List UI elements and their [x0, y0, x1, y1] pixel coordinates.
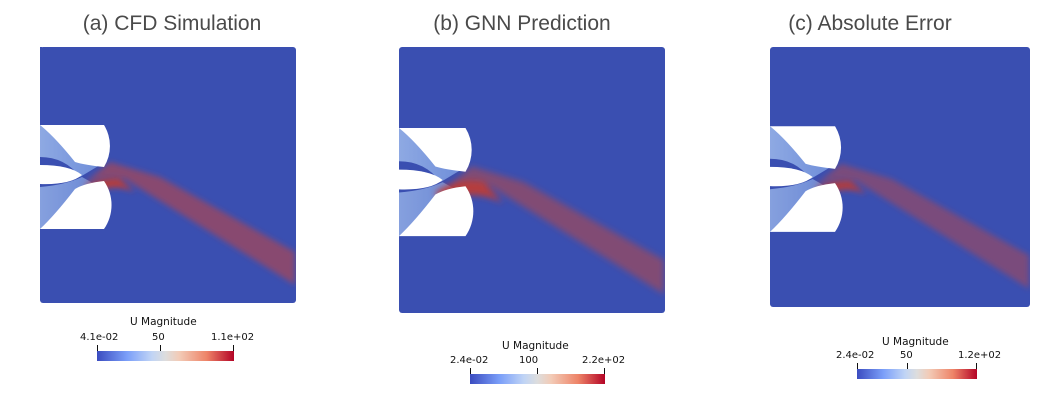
- colorbar-mid-label: 50: [152, 332, 165, 343]
- panel-title: (b) GNN Prediction: [433, 12, 611, 35]
- panel-title: (c) Absolute Error: [788, 12, 952, 35]
- colorbar-title: U Magnitude: [130, 316, 197, 328]
- colorbar-tick: [604, 368, 605, 374]
- velocity-field-image: [399, 47, 665, 313]
- colorbar-tick: [160, 345, 161, 351]
- colorbar: U Magnitude 2.4e-02 100 2.2e+02: [450, 340, 626, 390]
- colorbar-tick: [976, 363, 977, 369]
- velocity-field-image: [770, 47, 1030, 307]
- colorbar-min-label: 2.4e-02: [450, 355, 489, 366]
- colorbar-tick: [470, 368, 471, 374]
- colorbar: U Magnitude 4.1e-02 50 1.1e+02: [80, 316, 264, 366]
- panel-title: (a) CFD Simulation: [82, 12, 262, 35]
- colorbar-min-label: 2.4e-02: [836, 350, 875, 361]
- colorbar-min-label: 4.1e-02: [80, 332, 119, 343]
- colorbar-title: U Magnitude: [882, 336, 949, 348]
- colorbar-mid-label: 100: [519, 355, 539, 366]
- colorbar-gradient: [97, 351, 234, 361]
- colorbar-tick: [537, 368, 538, 374]
- colorbar-max-label: 2.2e+02: [582, 355, 626, 366]
- colorbar-tick: [857, 363, 858, 369]
- colorbar-max-label: 1.1e+02: [211, 332, 255, 343]
- colorbar-gradient: [857, 369, 977, 379]
- velocity-field-image: [40, 47, 296, 303]
- colorbar-max-label: 1.2e+02: [958, 350, 1002, 361]
- panel-cfd-simulation: (a) CFD Simulation U Magnitude 4.1e-02 5…: [0, 0, 354, 419]
- panel-gnn-prediction: (b) GNN Prediction U Magnitude 2.4e-02 1…: [354, 0, 708, 419]
- panel-absolute-error: (c) Absolute Error U Magnitude 2.4e-02 5…: [708, 0, 1062, 419]
- colorbar-tick: [907, 363, 908, 369]
- colorbar-tick: [97, 345, 98, 351]
- colorbar-mid-label: 50: [900, 350, 913, 361]
- colorbar-gradient: [470, 374, 605, 384]
- colorbar-tick: [233, 345, 234, 351]
- colorbar-title: U Magnitude: [502, 340, 569, 352]
- colorbar: U Magnitude 2.4e-02 50 1.2e+02: [836, 336, 1010, 386]
